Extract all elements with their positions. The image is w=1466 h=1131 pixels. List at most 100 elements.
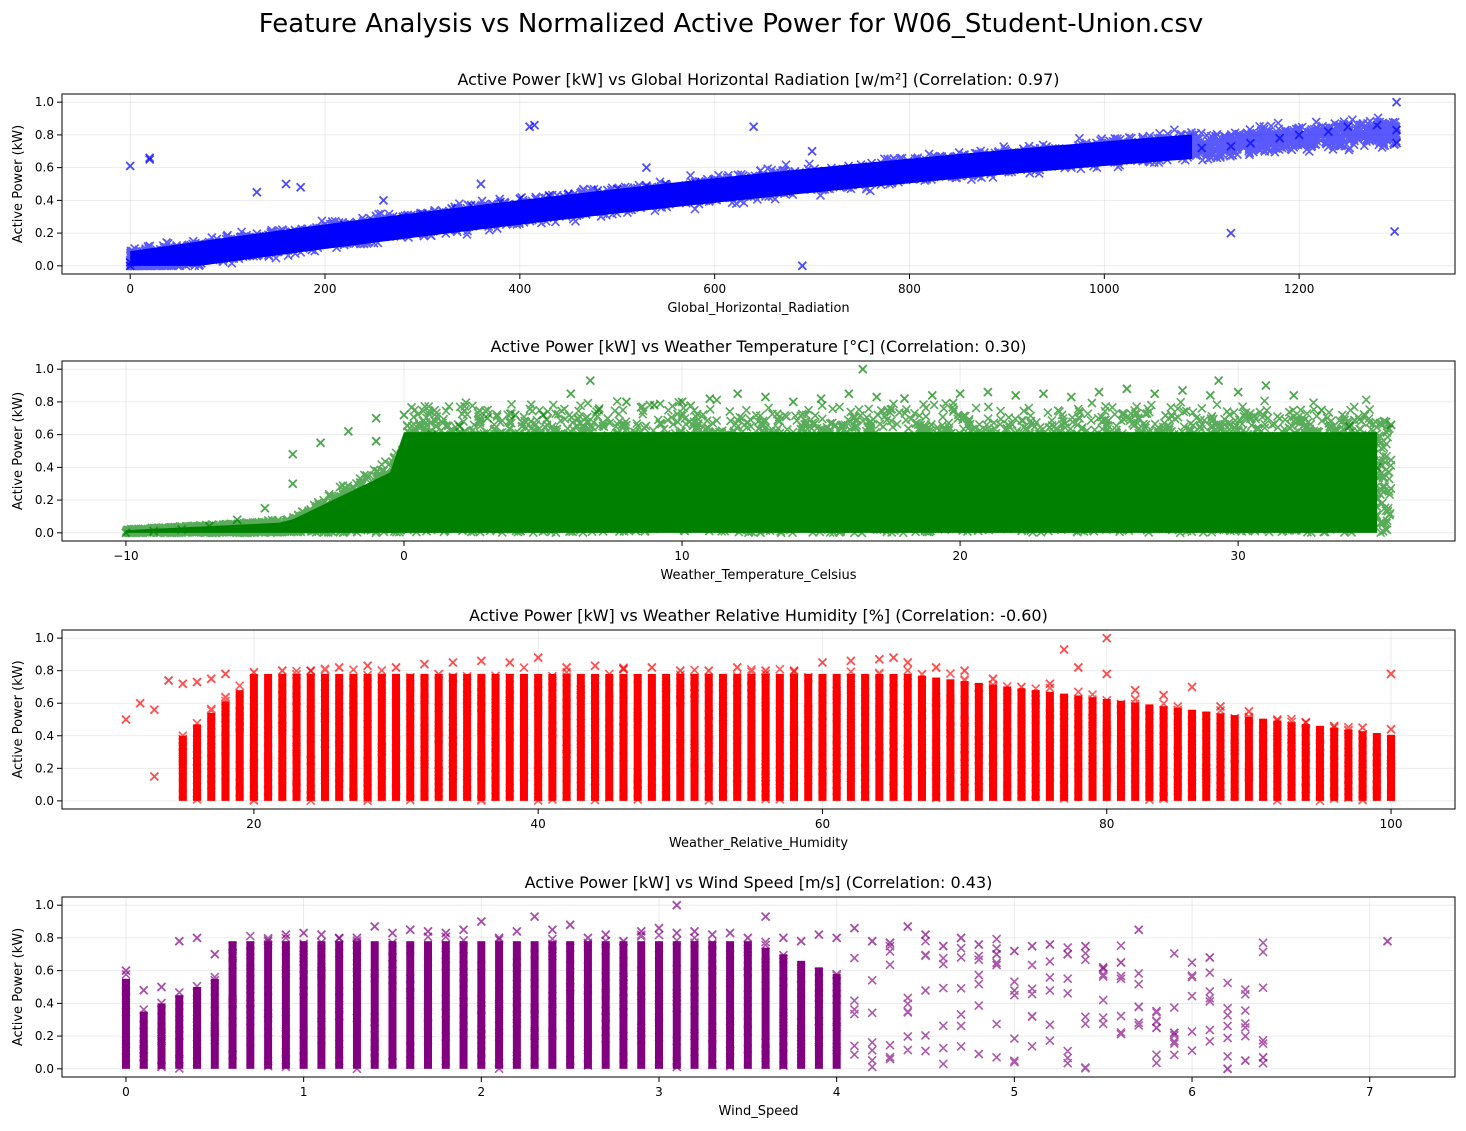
- data-point: [510, 410, 520, 420]
- panel-title: Active Power [kW] vs Wind Speed [m/s] (C…: [525, 873, 993, 892]
- humidity-stripe: [363, 673, 372, 801]
- x-tick-label: 20: [952, 549, 967, 563]
- data-point: [982, 156, 993, 166]
- data-point: [1215, 701, 1226, 712]
- data-point: [1102, 633, 1112, 643]
- humidity-stripe: [1387, 734, 1396, 801]
- data-point: [807, 146, 817, 156]
- data-point: [1323, 126, 1333, 137]
- humidity-stripe: [463, 673, 472, 801]
- humidity-stripe: [761, 673, 770, 801]
- data-point: [1391, 138, 1402, 148]
- data-point: [369, 216, 379, 227]
- data-point: [748, 122, 759, 132]
- data-point: [618, 664, 629, 674]
- data-point: [797, 261, 807, 271]
- data-point: [252, 236, 262, 246]
- x-tick-label: 1000: [1089, 282, 1120, 296]
- data-point: [1080, 149, 1090, 160]
- y-tick-label: 1.0: [35, 95, 54, 109]
- data-point: [371, 436, 381, 446]
- wind-stripe: [281, 941, 290, 1069]
- wind-stripe: [601, 941, 610, 1069]
- data-point: [245, 946, 255, 956]
- data-point: [1226, 141, 1236, 152]
- data-point: [1151, 1023, 1162, 1033]
- data-point: [1244, 706, 1254, 717]
- data-point: [661, 179, 671, 189]
- humidity-stripe: [605, 673, 614, 801]
- data-point: [789, 666, 799, 676]
- data-point: [974, 939, 984, 950]
- data-point: [836, 166, 846, 176]
- data-point: [899, 393, 910, 404]
- data-point: [760, 666, 771, 676]
- humidity-stripe: [704, 673, 713, 801]
- humidity-stripe: [1244, 716, 1253, 801]
- data-point: [1275, 133, 1285, 143]
- data-point: [121, 965, 131, 976]
- data-point: [1177, 143, 1187, 153]
- data-point: [220, 669, 231, 679]
- data-point: [888, 653, 899, 663]
- humidity-stripe: [989, 684, 998, 801]
- data-point: [618, 936, 629, 946]
- x-tick-label: 80: [1099, 817, 1114, 831]
- data-point: [832, 933, 842, 943]
- x-axis-label: Weather_Relative_Humidity: [669, 836, 848, 851]
- x-axis-label: Global_Horizontal_Radiation: [667, 301, 849, 316]
- x-tick-label: 40: [531, 817, 546, 831]
- data-point: [1094, 387, 1104, 397]
- y-axis-label: Active Power (kW): [11, 392, 26, 510]
- humidity-stripe: [591, 673, 600, 801]
- x-tick-label: 0: [126, 282, 134, 296]
- y-tick-label: 0.4: [35, 460, 54, 474]
- x-tick-label: 5: [1011, 1085, 1019, 1099]
- data-point: [641, 162, 652, 173]
- panel-temperature: −10 0 10 20 30 0.0 0.2 0.4 0.6 0.8 1.0 Active Power…: [11, 337, 1456, 583]
- data-point: [339, 220, 350, 230]
- data-point: [391, 662, 401, 673]
- data-point: [178, 679, 188, 689]
- data-point: [334, 662, 344, 673]
- data-point: [1045, 939, 1055, 950]
- humidity-stripe: [861, 673, 870, 801]
- data-point: [163, 675, 174, 686]
- humidity-stripe: [832, 673, 841, 801]
- data-point: [1386, 724, 1396, 734]
- data-point: [654, 923, 664, 933]
- x-axis-label: Wind_Speed: [719, 1104, 799, 1119]
- data-point: [675, 666, 685, 676]
- data-point: [858, 364, 868, 374]
- data-point: [1240, 1056, 1250, 1066]
- wind-stripe: [370, 941, 379, 1069]
- data-point: [1116, 957, 1126, 968]
- humidity-stripe: [718, 673, 727, 801]
- data-point: [494, 933, 504, 943]
- data-point: [135, 254, 145, 264]
- data-point: [566, 389, 576, 399]
- humidity-stripe: [1202, 711, 1211, 801]
- wind-stripe: [210, 978, 219, 1069]
- y-tick-label: 0.6: [35, 964, 54, 978]
- x-tick-label: 3: [655, 1085, 663, 1099]
- x-tick-label: 10: [674, 549, 689, 563]
- humidity-stripe: [875, 673, 884, 801]
- data-point: [1031, 153, 1041, 163]
- x-tick-label: 400: [508, 282, 531, 296]
- wind-stripe: [121, 978, 130, 1069]
- data-point: [885, 162, 895, 173]
- humidity-stripe: [1145, 704, 1154, 801]
- data-point: [1099, 148, 1109, 158]
- data-point: [156, 982, 167, 992]
- data-point: [983, 387, 993, 397]
- humidity-stripe: [662, 673, 671, 801]
- data-point: [260, 503, 270, 513]
- data-point: [1063, 949, 1073, 959]
- data-point: [320, 225, 330, 235]
- data-point: [121, 528, 131, 538]
- data-point: [206, 674, 216, 684]
- humidity-stripe: [1273, 720, 1282, 801]
- data-point: [885, 938, 895, 948]
- wind-stripe: [246, 941, 255, 1069]
